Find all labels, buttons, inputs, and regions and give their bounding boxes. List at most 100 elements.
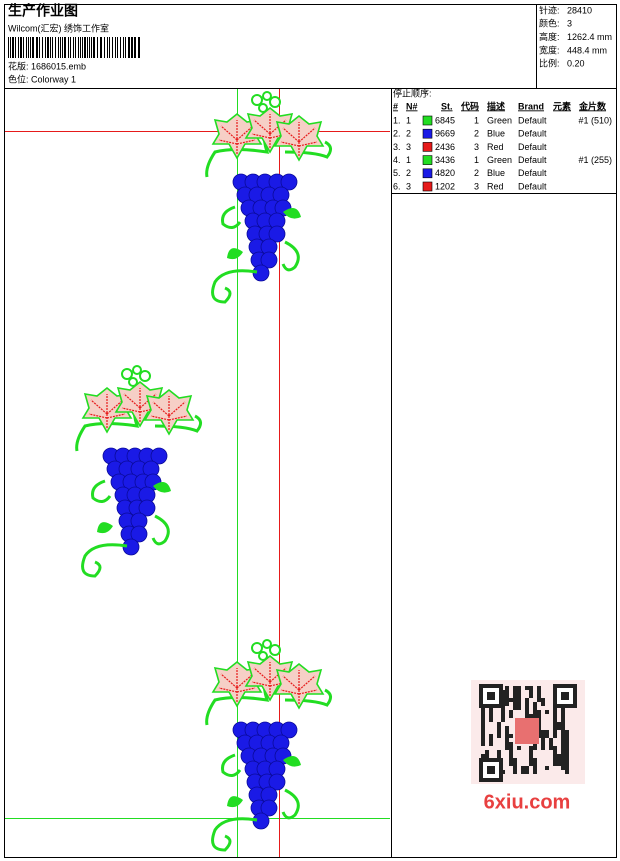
qr-module: [529, 746, 533, 750]
grape-motif: [205, 91, 332, 304]
barcode-bar: [18, 37, 19, 58]
table-cell: 4820: [435, 168, 455, 178]
table-cell: Default: [518, 155, 547, 165]
qr-module: [533, 714, 537, 718]
table-cell: 2.: [393, 129, 401, 139]
qr-module: [525, 698, 529, 702]
qr-module: [521, 766, 525, 770]
page-border: [4, 4, 617, 858]
grape: [280, 721, 298, 739]
barcode-bar: [20, 37, 22, 58]
barcode-bar: [78, 37, 79, 58]
qr-module: [481, 718, 485, 722]
qr-module: [537, 686, 541, 690]
table-cell: Default: [518, 142, 547, 152]
barcode-bar: [100, 37, 102, 58]
qr-module: [545, 730, 549, 734]
qr-module: [561, 726, 565, 730]
qr-module: [529, 686, 533, 690]
table-cell: 4.: [393, 155, 401, 165]
qr-module: [537, 694, 541, 698]
barcode-bar: [87, 37, 88, 58]
barcode-bar: [8, 37, 9, 58]
qr-module: [561, 746, 565, 750]
qr-module: [497, 734, 501, 738]
stat-value: 1262.4 mm: [567, 32, 612, 42]
qr-module: [481, 722, 485, 726]
leaf-small: [227, 208, 301, 260]
qr-module: [537, 690, 541, 694]
grape: [130, 525, 148, 543]
qr-module: [513, 694, 517, 698]
qr-module: [517, 690, 521, 694]
qr-module: [545, 766, 549, 770]
barcode-bar: [84, 37, 86, 58]
qr-module: [533, 710, 537, 714]
qr-module: [513, 758, 517, 762]
leaf-vein: [150, 396, 188, 430]
qr-module: [497, 754, 501, 758]
barcode-bar: [50, 37, 51, 58]
color-swatch: [422, 115, 433, 126]
qr-module: [529, 690, 533, 694]
qr-module: [561, 714, 565, 718]
qr-module: [525, 770, 529, 774]
qr-module: [561, 762, 565, 766]
barcode-bar: [138, 37, 140, 58]
qr-module: [553, 714, 557, 718]
qr-module: [561, 734, 565, 738]
qr-module: [565, 766, 569, 770]
color-swatch: [422, 168, 433, 179]
qr-module: [509, 698, 513, 702]
qr-module: [497, 726, 501, 730]
barcode-bar: [45, 37, 46, 58]
qr-module: [481, 710, 485, 714]
qr-module: [541, 734, 545, 738]
grape: [280, 173, 298, 191]
grape-motif: [75, 365, 202, 578]
table-cell: Default: [518, 181, 547, 191]
grape: [268, 773, 286, 791]
barcode-bar: [62, 37, 63, 58]
barcode-bar: [120, 37, 121, 58]
barcode-bar: [82, 37, 83, 58]
barcode-bar: [26, 37, 27, 58]
tendril: [211, 205, 300, 304]
qr-module: [541, 702, 545, 706]
qr-module: [481, 742, 485, 746]
qr-module: [481, 754, 485, 758]
qr-module: [489, 738, 493, 742]
qr-module: [485, 754, 489, 758]
leaf-vein: [280, 670, 318, 704]
table-cell: 1: [406, 115, 411, 125]
qr-module: [481, 714, 485, 718]
tendril: [121, 368, 133, 380]
qr-module: [537, 714, 541, 718]
qr-module: [517, 694, 521, 698]
qr-module: [505, 726, 509, 730]
tendril: [251, 642, 263, 654]
qr-module: [513, 702, 517, 706]
qr-module: [517, 698, 521, 702]
barcode-bar: [80, 37, 81, 58]
qr-module: [533, 702, 537, 706]
table-cell: #1 (510): [578, 115, 612, 125]
table-cell: 3: [406, 142, 411, 152]
barcode-bar: [97, 37, 98, 58]
qr-module: [561, 766, 565, 770]
table-cell: 3: [406, 181, 411, 191]
qr-module: [525, 766, 529, 770]
qr-module: [525, 710, 529, 714]
qr-finder: [487, 692, 495, 700]
qr-module: [525, 702, 529, 706]
column-header: 代码: [460, 100, 479, 111]
qr-module: [509, 734, 513, 738]
qr-module: [533, 746, 537, 750]
color-swatch: [422, 128, 433, 139]
qr-module: [537, 710, 541, 714]
qr-module: [557, 722, 561, 726]
qr-module: [489, 710, 493, 714]
qr-module: [501, 714, 505, 718]
table-cell: 2436: [435, 142, 455, 152]
